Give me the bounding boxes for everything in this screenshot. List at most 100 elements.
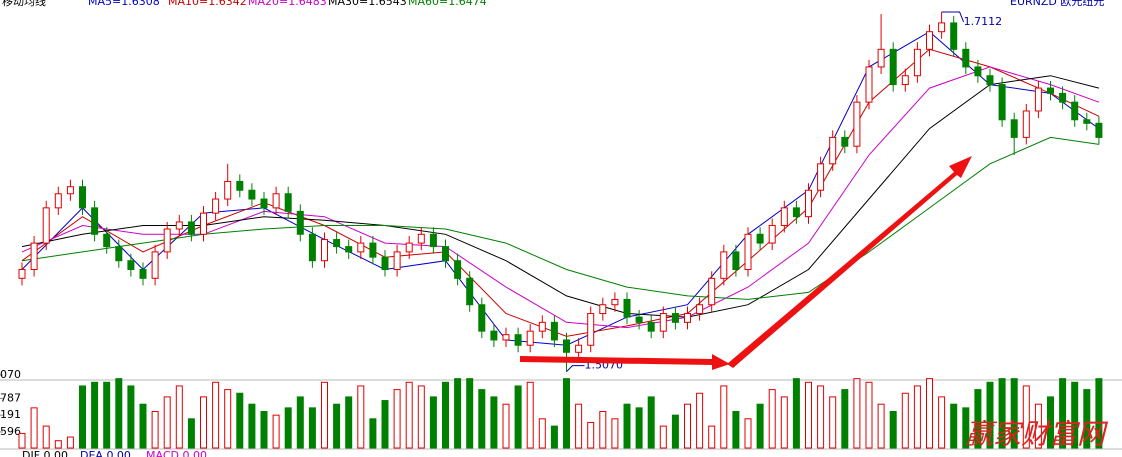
volume-tick-label: 596 [0,425,21,438]
volume-bar [127,385,135,449]
volume-bar [599,411,607,449]
volume-bar [1034,403,1042,449]
volume-bar [490,396,498,449]
candle-body [260,198,268,209]
volume-bar [538,418,546,449]
volume-bar [974,389,982,449]
candle-body [841,136,849,147]
volume-bar [514,385,522,449]
volume-bar [163,396,171,449]
legend-entry: MA5=1.6308 [88,0,160,8]
candle-body [768,224,776,244]
candle-body [442,246,449,262]
volume-bar [42,425,50,449]
indicator-label: DIF 0.00 [22,449,68,457]
candle-body [950,22,958,50]
volume-bar [454,378,462,449]
candle-body [429,233,437,248]
volume-bar [30,407,38,449]
candle-body [1083,119,1091,124]
candle-body [1095,122,1103,138]
volume-bar [502,403,510,449]
candle-body [647,321,655,332]
volume-bar [321,381,328,449]
candle-body [30,242,38,271]
volume-bar [1010,378,1018,449]
candle-body [1059,92,1067,103]
ma-line [21,48,1100,337]
volume-bar [79,385,86,449]
volume-bar [466,378,474,449]
indicator-label: MACD 0.00 [146,449,207,457]
candle-body [393,251,401,271]
candle-body [744,233,752,271]
volume-bar [248,403,256,449]
candle-body [466,277,474,306]
candle-body [526,330,534,346]
candle-body [1071,101,1079,121]
volume-bar [877,403,885,449]
volume-bar [708,425,716,449]
candle-body [696,304,704,315]
volume-bar [357,385,365,449]
candle-body [115,246,123,262]
candle-body [671,313,679,323]
volume-bar [381,400,389,449]
volume-bar [200,396,207,449]
candle-body [550,321,558,341]
candle-body [1010,119,1018,138]
candle-body [478,304,486,332]
candle-body [345,246,353,253]
candle-body [587,313,595,346]
symbol-label: EURNZD 欧元纽元 [1010,0,1104,8]
volume-bar [1047,396,1054,449]
volume-bar [780,396,788,449]
candle-body [599,304,607,315]
volume-bar [744,418,752,449]
volume-bar [563,378,570,449]
candle-body [986,75,994,86]
volume-bar [91,381,99,449]
candle-body [212,198,220,214]
volume-bar [526,381,534,449]
candle-body [91,207,99,235]
volume-bar [732,411,740,449]
volume-bar [720,385,728,449]
candle-body [805,189,812,218]
volume-bar [986,381,994,449]
volume-bar [671,414,679,449]
candle-body [684,313,691,323]
candle-body [563,339,570,353]
volume-bar [635,407,643,449]
high-label: 1.7112 [964,15,1003,28]
legend-entry: MA60=1.6474 [408,0,487,8]
candle-body [248,189,256,200]
candle-body [780,207,788,226]
volume-bar [1022,385,1030,449]
arrow [520,354,730,370]
volume-bar [345,396,353,449]
indicator-label: DEA 0.00 [80,449,131,457]
ma-line [21,66,1100,329]
candle-body [1034,87,1042,112]
candle-body [175,221,183,230]
low-pointer [566,365,585,373]
candle-body [720,251,728,279]
volume-bar [792,378,800,449]
candle-body [187,221,195,235]
candle-body [296,210,304,235]
volume-bar [623,403,631,449]
volume-bar [853,378,861,449]
watermark: 赢家财富网 [965,418,1109,451]
candle-body [756,233,764,244]
candle-body [708,277,716,306]
candle-body [623,298,631,318]
volume-bar [54,440,62,449]
candle-body [974,66,982,77]
volume-bar [442,381,449,449]
candle-body [1022,110,1030,138]
volume-bar [1095,378,1103,449]
volume-bar [587,421,595,449]
